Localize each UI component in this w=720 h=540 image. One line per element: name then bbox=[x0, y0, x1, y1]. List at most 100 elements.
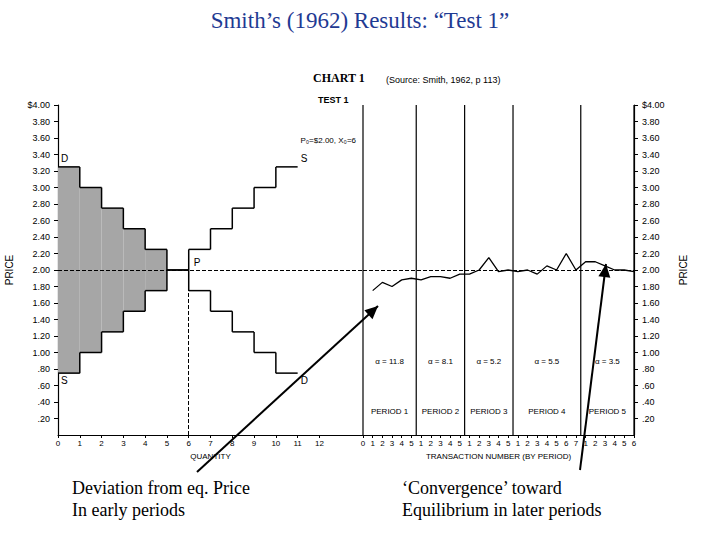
svg-text:3.60: 3.60 bbox=[642, 133, 660, 143]
svg-text:3: 3 bbox=[121, 439, 126, 448]
svg-text:P₀=$2.00, X₀=6: P₀=$2.00, X₀=6 bbox=[300, 136, 356, 145]
svg-text:2: 2 bbox=[525, 439, 530, 448]
svg-text:PRICE: PRICE bbox=[4, 254, 15, 285]
svg-text:6: 6 bbox=[564, 439, 569, 448]
svg-text:2.40: 2.40 bbox=[642, 232, 660, 242]
svg-text:5: 5 bbox=[554, 439, 559, 448]
svg-text:1: 1 bbox=[78, 439, 83, 448]
svg-text:1.00: 1.00 bbox=[642, 348, 660, 358]
svg-text:0: 0 bbox=[56, 439, 61, 448]
svg-text:α = 3.5: α = 3.5 bbox=[595, 357, 620, 366]
svg-text:4: 4 bbox=[399, 439, 404, 448]
svg-text:PERIOD 1: PERIOD 1 bbox=[371, 407, 409, 416]
svg-text:2: 2 bbox=[99, 439, 104, 448]
svg-text:3.40: 3.40 bbox=[642, 150, 660, 160]
svg-text:1.40: 1.40 bbox=[642, 315, 660, 325]
svg-text:3: 3 bbox=[487, 439, 492, 448]
svg-text:P: P bbox=[194, 257, 201, 268]
svg-text:$4.00: $4.00 bbox=[642, 100, 665, 110]
svg-text:1: 1 bbox=[467, 439, 472, 448]
svg-text:PERIOD 2: PERIOD 2 bbox=[422, 407, 460, 416]
svg-text:3.00: 3.00 bbox=[32, 183, 50, 193]
svg-text:11: 11 bbox=[293, 439, 302, 448]
svg-text:3.20: 3.20 bbox=[642, 166, 660, 176]
svg-text:5: 5 bbox=[165, 439, 170, 448]
svg-text:.60: .60 bbox=[642, 381, 655, 391]
svg-text:2.80: 2.80 bbox=[32, 199, 50, 209]
svg-text:.20: .20 bbox=[642, 414, 655, 424]
svg-text:4: 4 bbox=[143, 439, 148, 448]
svg-text:3.40: 3.40 bbox=[32, 150, 50, 160]
svg-text:2.20: 2.20 bbox=[32, 249, 50, 259]
svg-text:.80: .80 bbox=[642, 364, 655, 374]
svg-text:2.00: 2.00 bbox=[32, 265, 50, 275]
svg-text:7: 7 bbox=[574, 439, 579, 448]
svg-text:1.60: 1.60 bbox=[32, 298, 50, 308]
svg-text:5: 5 bbox=[458, 439, 463, 448]
svg-text:PERIOD 5: PERIOD 5 bbox=[589, 407, 627, 416]
svg-text:α = 5.2: α = 5.2 bbox=[476, 357, 501, 366]
svg-text:6: 6 bbox=[632, 439, 637, 448]
svg-text:6: 6 bbox=[186, 439, 191, 448]
svg-text:1: 1 bbox=[583, 439, 588, 448]
svg-text:2: 2 bbox=[380, 439, 385, 448]
svg-text:α = 5.5: α = 5.5 bbox=[534, 357, 559, 366]
svg-text:1: 1 bbox=[516, 439, 521, 448]
svg-text:2: 2 bbox=[429, 439, 434, 448]
svg-text:PRICE: PRICE bbox=[678, 254, 689, 285]
svg-text:2: 2 bbox=[477, 439, 482, 448]
svg-text:S: S bbox=[61, 375, 68, 386]
svg-text:3: 3 bbox=[438, 439, 443, 448]
svg-text:2.40: 2.40 bbox=[32, 232, 50, 242]
svg-text:.40: .40 bbox=[642, 397, 655, 407]
svg-text:.80: .80 bbox=[37, 364, 50, 374]
svg-text:CHART 1: CHART 1 bbox=[313, 71, 365, 85]
svg-text:0: 0 bbox=[361, 439, 366, 448]
svg-text:2.60: 2.60 bbox=[32, 216, 50, 226]
svg-text:1.80: 1.80 bbox=[32, 282, 50, 292]
svg-text:$4.00: $4.00 bbox=[27, 100, 50, 110]
svg-text:3.80: 3.80 bbox=[32, 117, 50, 127]
svg-text:PERIOD 4: PERIOD 4 bbox=[528, 407, 566, 416]
svg-text:8: 8 bbox=[230, 439, 235, 448]
svg-text:2.80: 2.80 bbox=[642, 199, 660, 209]
svg-text:TEST 1: TEST 1 bbox=[318, 95, 349, 105]
svg-text:1: 1 bbox=[370, 439, 375, 448]
svg-text:PERIOD 3: PERIOD 3 bbox=[470, 407, 508, 416]
svg-text:TRANSACTION NUMBER (BY PERIOD): TRANSACTION NUMBER (BY PERIOD) bbox=[426, 452, 572, 461]
svg-text:3: 3 bbox=[535, 439, 540, 448]
svg-text:7: 7 bbox=[208, 439, 213, 448]
svg-text:4: 4 bbox=[612, 439, 617, 448]
svg-text:5: 5 bbox=[409, 439, 414, 448]
svg-text:D: D bbox=[301, 375, 308, 386]
svg-text:1.80: 1.80 bbox=[642, 282, 660, 292]
svg-text:(Source: Smith, 1962, p 113): (Source: Smith, 1962, p 113) bbox=[386, 75, 500, 85]
svg-text:4: 4 bbox=[448, 439, 453, 448]
svg-text:1.20: 1.20 bbox=[32, 331, 50, 341]
svg-text:1.40: 1.40 bbox=[32, 315, 50, 325]
svg-text:1.60: 1.60 bbox=[642, 298, 660, 308]
svg-text:3.80: 3.80 bbox=[642, 117, 660, 127]
svg-text:4: 4 bbox=[545, 439, 550, 448]
svg-text:2: 2 bbox=[593, 439, 598, 448]
svg-text:1.20: 1.20 bbox=[642, 331, 660, 341]
svg-text:10: 10 bbox=[271, 439, 280, 448]
svg-text:.20: .20 bbox=[37, 414, 50, 424]
svg-text:2.00: 2.00 bbox=[642, 265, 660, 275]
svg-text:S: S bbox=[301, 153, 308, 164]
svg-text:3: 3 bbox=[603, 439, 608, 448]
svg-text:4: 4 bbox=[496, 439, 501, 448]
svg-text:1: 1 bbox=[419, 439, 424, 448]
svg-text:QUANTITY: QUANTITY bbox=[190, 452, 231, 461]
svg-text:3: 3 bbox=[390, 439, 395, 448]
svg-text:α = 8.1: α = 8.1 bbox=[428, 357, 453, 366]
svg-text:3.60: 3.60 bbox=[32, 133, 50, 143]
svg-text:5: 5 bbox=[622, 439, 627, 448]
svg-text:3.00: 3.00 bbox=[642, 183, 660, 193]
svg-text:2.60: 2.60 bbox=[642, 216, 660, 226]
svg-text:2.20: 2.20 bbox=[642, 249, 660, 259]
svg-text:D: D bbox=[61, 153, 68, 164]
svg-text:α = 11.8: α = 11.8 bbox=[375, 357, 404, 366]
svg-text:12: 12 bbox=[315, 439, 324, 448]
svg-text:.40: .40 bbox=[37, 397, 50, 407]
